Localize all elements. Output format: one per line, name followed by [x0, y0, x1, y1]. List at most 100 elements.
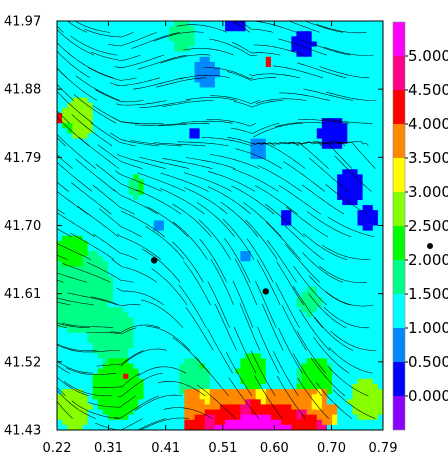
contour-cell — [92, 261, 99, 267]
contour-cell — [296, 256, 303, 262]
contour-cell — [204, 302, 211, 308]
contour-cell — [199, 67, 206, 73]
contour-cell — [107, 317, 114, 324]
contour-cell — [220, 128, 226, 135]
contour-cell — [123, 133, 129, 140]
contour-cell — [291, 205, 297, 211]
contour-cell — [174, 348, 180, 354]
contour-cell — [199, 343, 206, 349]
contour-cell — [174, 102, 180, 109]
contour-cell — [123, 368, 129, 375]
contour-cell — [332, 41, 338, 48]
contour-cell — [286, 148, 292, 155]
contour-cell — [225, 414, 231, 421]
contour-cell — [82, 225, 89, 232]
contour-cell — [128, 230, 134, 237]
contour-cell — [163, 164, 170, 170]
contour-cell — [321, 133, 328, 140]
contour-cell — [169, 194, 175, 201]
contour-cell — [194, 87, 201, 94]
contour-cell — [194, 107, 201, 114]
contour-cell — [296, 194, 303, 201]
contour-cell — [250, 92, 257, 99]
contour-cell — [189, 205, 196, 211]
contour-cell — [265, 205, 272, 211]
contour-cell — [72, 148, 78, 155]
contour-cell — [372, 205, 379, 211]
contour-cell — [87, 256, 94, 262]
contour-cell — [57, 174, 63, 181]
contour-cell — [270, 225, 277, 232]
contour-cell — [255, 404, 262, 411]
contour-cell — [276, 373, 282, 380]
contour-cell — [342, 61, 348, 68]
contour-cell — [301, 210, 308, 216]
contour-cell — [174, 332, 180, 339]
contour-cell — [97, 373, 104, 380]
contour-cell — [163, 302, 170, 308]
contour-cell — [311, 92, 318, 99]
contour-cell — [57, 189, 63, 196]
contour-cell — [301, 36, 308, 43]
contour-cell — [123, 205, 129, 211]
contour-cell — [199, 404, 206, 411]
contour-cell — [281, 174, 287, 181]
contour-cell — [347, 343, 354, 349]
contour-cell — [316, 261, 323, 267]
contour-cell — [337, 378, 343, 385]
contour-cell — [184, 199, 191, 206]
contour-cell — [311, 56, 318, 63]
contour-cell — [235, 230, 241, 237]
contour-cell — [347, 317, 354, 324]
contour-cell — [138, 245, 145, 252]
contour-cell — [270, 291, 277, 298]
contour-cell — [342, 199, 348, 206]
contour-cell — [377, 276, 383, 283]
contour-cell — [377, 404, 383, 411]
contour-cell — [87, 102, 94, 109]
contour-cell — [97, 82, 104, 89]
contour-cell — [270, 302, 277, 308]
contour-cell — [265, 102, 272, 109]
contour-cell — [67, 276, 73, 283]
contour-cell — [113, 332, 119, 339]
contour-cell — [199, 21, 206, 27]
contour-cell — [347, 332, 354, 339]
contour-cell — [174, 215, 180, 221]
contour-cell — [153, 383, 160, 390]
contour-cell — [321, 251, 328, 257]
contour-cell — [250, 302, 257, 308]
contour-cell — [367, 118, 374, 124]
contour-cell — [138, 87, 145, 94]
contour-cell — [92, 327, 99, 334]
contour-cell — [179, 133, 185, 140]
contour-cell — [372, 138, 379, 145]
contour-cell — [321, 332, 328, 339]
contour-cell — [169, 87, 175, 94]
contour-cell — [148, 378, 155, 385]
contour-cell — [347, 56, 354, 63]
contour-cell — [77, 107, 84, 114]
contour-cell — [174, 67, 180, 73]
contour-cell — [67, 230, 73, 237]
contour-cell — [77, 358, 84, 365]
contour-cell — [72, 143, 78, 150]
contour-cell — [326, 256, 333, 262]
contour-cell — [138, 307, 145, 314]
contour-cell — [245, 179, 252, 186]
contour-cell — [163, 225, 170, 232]
contour-cell — [286, 21, 292, 27]
contour-cell — [199, 368, 206, 375]
contour-cell — [153, 378, 160, 385]
contour-cell — [87, 205, 94, 211]
contour-cell — [169, 281, 175, 288]
contour-cell — [321, 291, 328, 298]
contour-cell — [306, 245, 313, 252]
contour-cell — [260, 159, 267, 165]
contour-cell — [372, 337, 379, 344]
contour-cell — [77, 256, 84, 262]
contour-cell — [306, 394, 313, 400]
contour-cell — [337, 312, 343, 319]
contour-cell — [276, 123, 282, 129]
contour-cell — [143, 164, 150, 170]
